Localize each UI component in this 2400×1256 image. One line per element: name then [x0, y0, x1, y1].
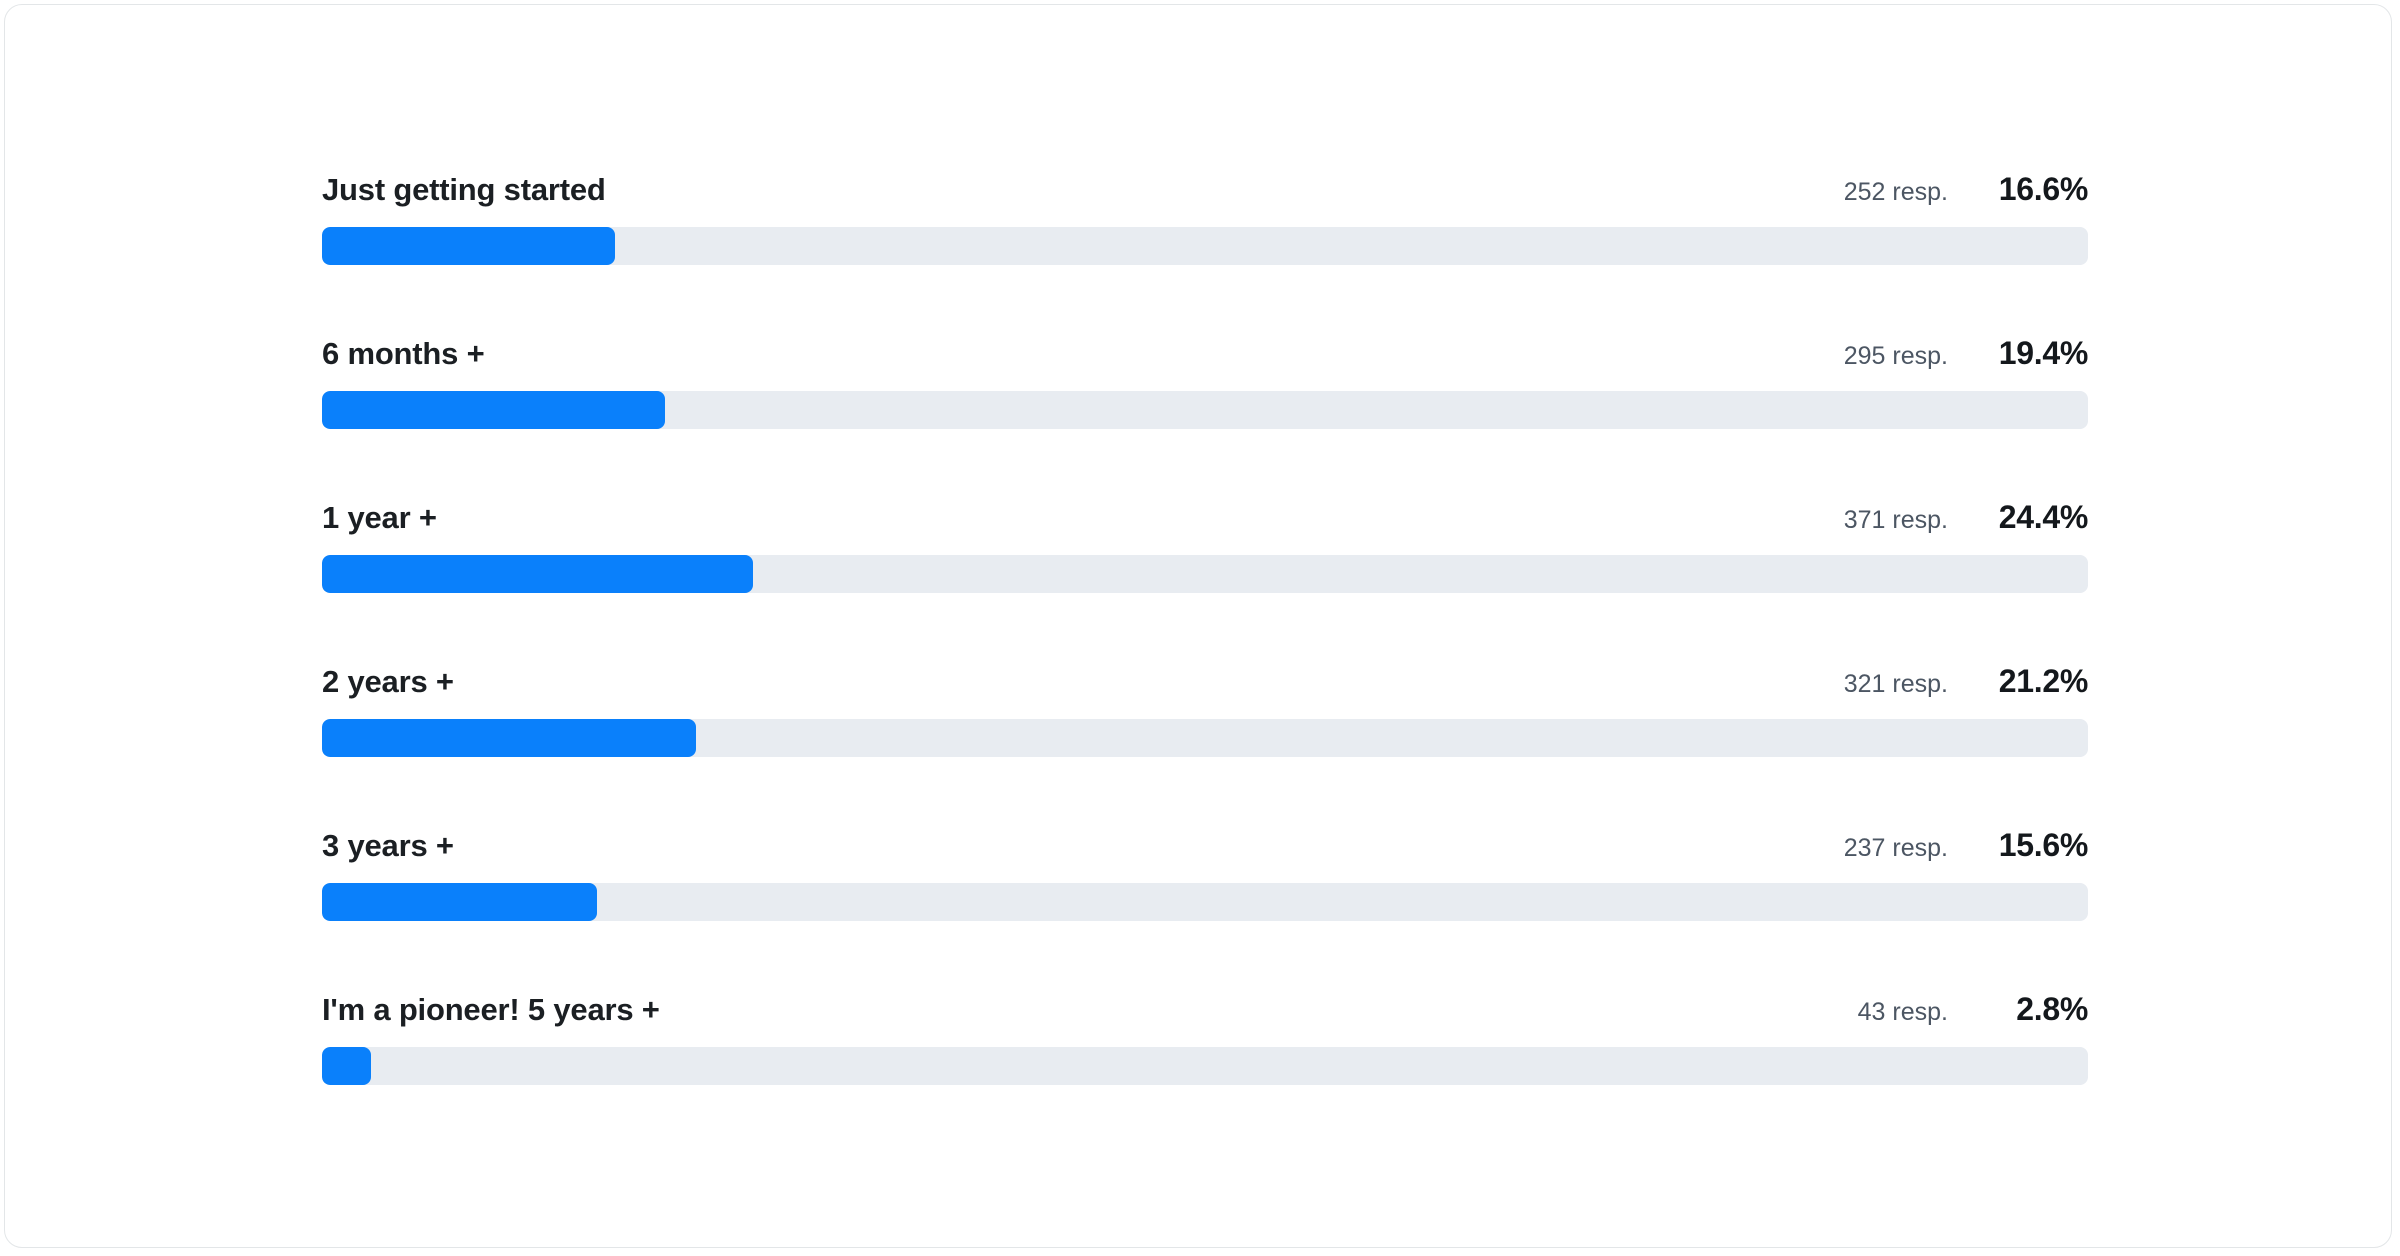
chart-row-percentage: 15.6% [1998, 827, 2089, 863]
chart-row: 1 year + 371 resp. 24.4% [322, 501, 2088, 593]
chart-row-label: 2 years + [322, 664, 454, 699]
chart-row-header: 2 years + 321 resp. 21.2% [322, 665, 2088, 697]
chart-row-header: 1 year + 371 resp. 24.4% [322, 501, 2088, 533]
chart-row-stats: 321 resp. 21.2% [1843, 663, 2089, 699]
chart-row-label: 6 months + [322, 336, 485, 371]
chart-row-response-count: 321 resp. [1843, 670, 1948, 698]
chart-row-bar-fill [322, 719, 697, 757]
chart-row: 3 years + 237 resp. 15.6% [322, 829, 2088, 921]
survey-results-card: Just getting started 252 resp. 16.6% 6 m… [4, 4, 2392, 1248]
chart-row-percentage: 19.4% [1998, 335, 2089, 371]
chart-row-bar-track [322, 1047, 2088, 1085]
chart-row-header: I'm a pioneer! 5 years + 43 resp. 2.8% [322, 993, 2088, 1025]
chart-row: I'm a pioneer! 5 years + 43 resp. 2.8% [322, 993, 2088, 1085]
chart-row-header: Just getting started 252 resp. 16.6% [322, 173, 2088, 205]
chart-row-label: Just getting started [322, 172, 606, 207]
chart-row-bar-track [322, 555, 2088, 593]
chart-row-bar-fill [322, 227, 616, 265]
chart-row-label: 3 years + [322, 828, 454, 863]
chart-row-bar-fill [322, 1047, 372, 1085]
chart-row-percentage: 2.8% [2016, 991, 2088, 1027]
chart-row-percentage: 24.4% [1998, 499, 2089, 535]
chart-row-bar-fill [322, 883, 598, 921]
chart-row: 6 months + 295 resp. 19.4% [322, 337, 2088, 429]
chart-row-percentage: 21.2% [1998, 663, 2089, 699]
chart-row-stats: 237 resp. 15.6% [1843, 827, 2089, 863]
chart-row-bar-fill [322, 555, 753, 593]
chart-row: Just getting started 252 resp. 16.6% [322, 173, 2088, 265]
chart-row-response-count: 237 resp. [1843, 834, 1948, 862]
horizontal-bar-chart: Just getting started 252 resp. 16.6% 6 m… [322, 173, 2088, 1085]
chart-row-stats: 43 resp. 2.8% [1857, 991, 2089, 1027]
chart-row-stats: 252 resp. 16.6% [1843, 171, 2089, 207]
chart-row-header: 6 months + 295 resp. 19.4% [322, 337, 2088, 369]
chart-row-stats: 295 resp. 19.4% [1843, 335, 2089, 371]
chart-row-response-count: 252 resp. [1843, 178, 1948, 206]
chart-row-header: 3 years + 237 resp. 15.6% [322, 829, 2088, 861]
chart-row-response-count: 371 resp. [1843, 506, 1948, 534]
chart-row-bar-fill [322, 391, 665, 429]
chart-row-bar-track [322, 883, 2088, 921]
chart-row-label: 1 year + [322, 500, 437, 535]
chart-row-bar-track [322, 391, 2088, 429]
chart-row: 2 years + 321 resp. 21.2% [322, 665, 2088, 757]
chart-row-stats: 371 resp. 24.4% [1843, 499, 2089, 535]
chart-row-label: I'm a pioneer! 5 years + [322, 992, 660, 1027]
chart-row-bar-track [322, 719, 2088, 757]
chart-row-percentage: 16.6% [1998, 171, 2089, 207]
chart-row-bar-track [322, 227, 2088, 265]
chart-row-response-count: 295 resp. [1843, 342, 1948, 370]
chart-row-response-count: 43 resp. [1857, 998, 1948, 1026]
